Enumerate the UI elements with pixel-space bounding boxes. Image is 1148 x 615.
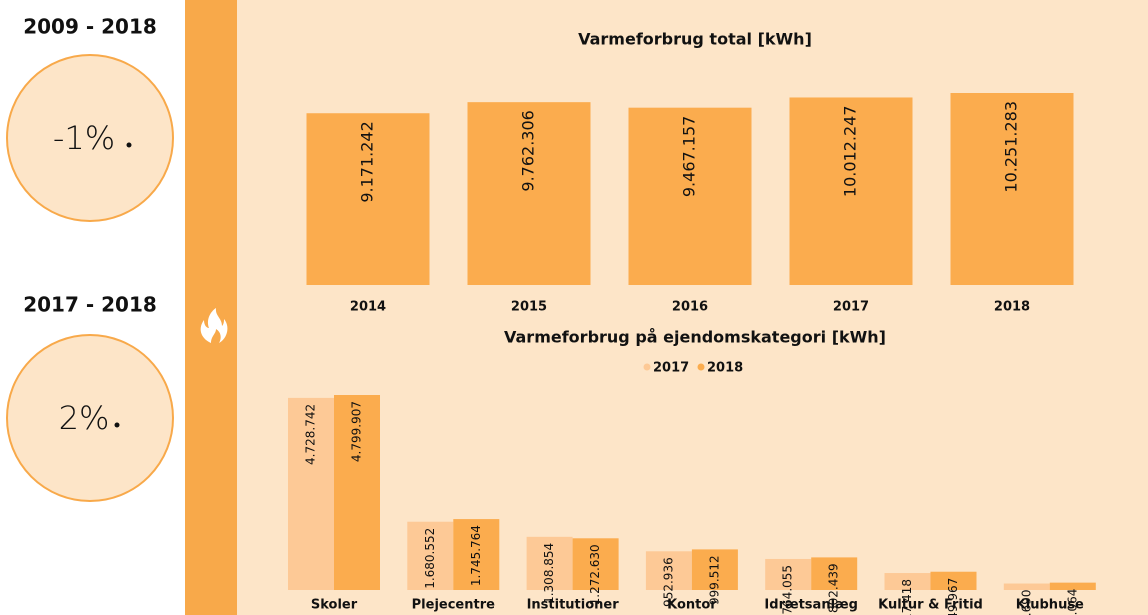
kpi-period: 2017 - 2018 <box>23 293 157 317</box>
legend-label: 2017 <box>653 361 689 376</box>
legend-swatch <box>643 363 651 371</box>
kpi-dot <box>126 142 132 148</box>
bar <box>645 551 692 590</box>
x-tick-label: 2014 <box>350 300 386 315</box>
bar <box>407 521 454 590</box>
x-tick-label: Kultur & Fritid <box>878 598 983 613</box>
value-label: 10.012.247 <box>841 105 860 197</box>
x-tick-label: 2017 <box>833 300 869 315</box>
bar <box>334 395 380 590</box>
value-label: 1.745.764 <box>469 525 483 586</box>
bar <box>1003 583 1050 590</box>
bar <box>306 113 430 285</box>
bar <box>811 557 858 590</box>
kpi-dot <box>114 422 120 428</box>
value-label: 449.967 <box>946 578 960 615</box>
bar <box>572 538 619 590</box>
x-tick-label: 2015 <box>511 300 547 315</box>
x-tick-label: Kontor <box>667 598 717 613</box>
bar <box>765 558 812 590</box>
chart-title: Varmeforbrug på ejendomskategori [kWh] <box>504 328 886 347</box>
value-label: 9.171.242 <box>358 121 377 202</box>
bar <box>467 102 591 285</box>
value-label: 9.467.157 <box>680 116 699 197</box>
bar <box>628 107 752 285</box>
value-label: 4.799.907 <box>350 401 364 462</box>
bar <box>930 571 977 590</box>
x-tick-label: Klubhuse <box>1016 598 1084 613</box>
side-strip <box>185 0 237 615</box>
bar <box>789 97 913 285</box>
value-label: 10.251.283 <box>1002 101 1021 193</box>
bar <box>288 397 334 590</box>
value-label: 9.762.306 <box>519 110 538 191</box>
value-label: 952.936 <box>661 557 675 607</box>
value-label: 999.512 <box>707 555 721 605</box>
value-label: 802.439 <box>827 563 841 613</box>
kpi-period: 2009 - 2018 <box>23 15 157 39</box>
legend-label: 2018 <box>707 361 743 376</box>
x-tick-label: Skoler <box>311 598 358 613</box>
x-tick-label: Idrætsanlæg <box>764 598 858 613</box>
value-label: 1.272.630 <box>588 544 602 605</box>
bar <box>453 519 500 590</box>
kpi-value: 2% <box>59 399 110 437</box>
bar <box>950 93 1074 285</box>
x-tick-label: Institutioner <box>527 598 620 613</box>
value-label: 764.055 <box>781 565 795 615</box>
x-tick-label: Plejecentre <box>412 598 495 613</box>
kpi-circle <box>6 334 174 502</box>
value-label: 4.728.742 <box>304 404 318 465</box>
bar <box>691 549 738 590</box>
legend-swatch <box>697 363 705 371</box>
bar <box>1049 582 1096 590</box>
kpi-circle <box>6 54 174 222</box>
bar <box>884 573 931 590</box>
kpi-value: -1% <box>53 119 115 157</box>
x-tick-label: 2018 <box>994 300 1030 315</box>
value-label: 417.418 <box>900 579 914 615</box>
bar <box>526 536 573 590</box>
value-label: 181.064 <box>1065 589 1079 615</box>
chart-title: Varmeforbrug total [kWh] <box>578 30 812 49</box>
value-label: 1.680.552 <box>423 528 437 589</box>
value-label: 1.308.854 <box>542 543 556 604</box>
x-tick-label: 2016 <box>672 300 708 315</box>
value-label: 159.690 <box>1019 590 1033 615</box>
flame-icon <box>200 308 228 343</box>
